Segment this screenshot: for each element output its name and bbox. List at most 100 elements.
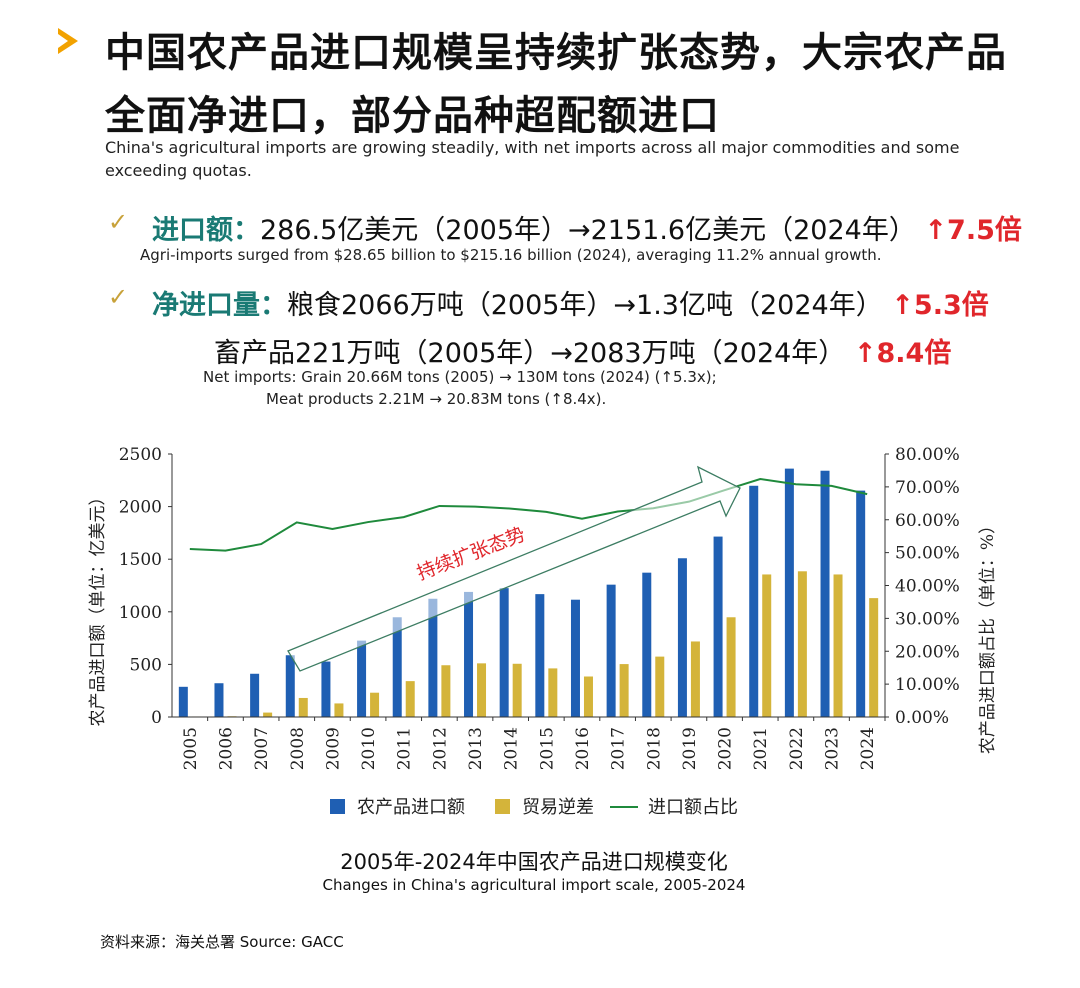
bar-trade-deficit (512, 663, 522, 717)
bar-import-value (642, 572, 652, 717)
legend-label: 农产品进口额 (357, 797, 465, 818)
bar-import-value (856, 490, 866, 717)
line-import-share (189, 477, 868, 552)
subtitle-en-line1: China's agricultural imports are growing… (105, 138, 960, 157)
kpi-livestock: 畜产品221万吨（2005年）→2083万吨（2024年） ↑8.4倍 (214, 331, 951, 370)
bar-trade-deficit (405, 681, 415, 717)
bar-import-value (713, 536, 723, 717)
bar-import-value (677, 558, 687, 717)
bar-trade-deficit (762, 574, 772, 717)
bullet-arrow-icon (58, 28, 78, 54)
y2-axis-label: 农产品进口额占比（单位：%） (978, 517, 998, 754)
kpi-livestock-text: 畜产品221万吨（2005年）→2083万吨（2024年） (214, 338, 846, 369)
bar-trade-deficit (869, 598, 879, 717)
y2-tick-label: 50.00% (895, 544, 960, 564)
bar-import-value (784, 468, 794, 717)
x-tick-label: 2016 (573, 727, 593, 770)
page-title-line2: 全面净进口，部分品种超配额进口 (105, 93, 720, 139)
y-tick-label: 2500 (119, 445, 162, 465)
x-tick-label: 2012 (430, 727, 450, 770)
kpi-import-en: Agri-imports surged from $28.65 billion … (140, 246, 882, 264)
x-tick-label: 2021 (751, 727, 771, 770)
x-tick-label: 2017 (609, 727, 629, 770)
bar-trade-deficit (263, 712, 273, 717)
bar-trade-deficit (298, 697, 308, 717)
bar-trade-deficit (833, 574, 843, 717)
kpi-import-label: 进口额： (152, 215, 260, 246)
bar-import-value (428, 598, 438, 717)
legend-label: 进口额占比 (648, 797, 738, 818)
source-note: 资料来源：海关总署 Source: GACC (100, 933, 344, 951)
kpi-net-text: 粮食2066万吨（2005年）→1.3亿吨（2024年） (287, 290, 883, 321)
bar-trade-deficit (655, 656, 665, 717)
bar-trade-deficit (548, 668, 558, 717)
x-tick-label: 2024 (858, 727, 878, 770)
bar-import-value (392, 617, 402, 717)
y2-tick-label: 40.00% (895, 577, 960, 597)
x-tick-label: 2014 (502, 727, 522, 770)
bar-import-value (464, 591, 474, 717)
y-tick-label: 0 (151, 708, 162, 728)
bar-import-value (749, 485, 759, 717)
bar-trade-deficit (583, 676, 593, 717)
x-tick-label: 2005 (181, 727, 201, 770)
bar-trade-deficit (619, 664, 629, 717)
y2-tick-label: 60.00% (895, 511, 960, 531)
bar-import-value (606, 584, 616, 717)
y2-tick-label: 30.00% (895, 609, 960, 629)
subtitle-en-line2: exceeding quotas. (105, 161, 252, 180)
bar-import-value (535, 594, 545, 717)
bar-trade-deficit (477, 663, 487, 717)
kpi-import-text: 286.5亿美元（2005年）→2151.6亿美元（2024年） (260, 215, 916, 246)
kpi-net-label: 净进口量： (152, 290, 287, 321)
chart-subtitle: Changes in China's agricultural import s… (322, 876, 746, 894)
bar-trade-deficit (370, 692, 380, 717)
kpi-net-en2: Meat products 2.21M → 20.83M tons (↑8.4x… (266, 390, 607, 408)
bar-trade-deficit (797, 571, 807, 717)
x-tick-label: 2009 (323, 727, 343, 770)
x-tick-label: 2007 (252, 727, 272, 770)
x-tick-label: 2022 (787, 727, 807, 770)
x-tick-label: 2019 (680, 727, 700, 770)
x-tick-label: 2020 (716, 727, 736, 770)
check-icon: ✓ (108, 208, 129, 236)
legend-swatch (330, 799, 345, 814)
trend-arrow (287, 465, 741, 672)
bar-import-value (178, 686, 188, 717)
bar-trade-deficit (726, 617, 736, 717)
page-title-line1: 中国农产品进口规模呈持续扩张态势，大宗农产品 (105, 30, 1007, 76)
y-tick-label: 500 (130, 655, 162, 675)
legend-label: 贸易逆差 (522, 797, 594, 818)
bar-import-value (321, 661, 331, 717)
x-tick-label: 2008 (288, 727, 308, 770)
bar-import-value (214, 683, 224, 717)
x-tick-label: 2011 (395, 727, 415, 770)
bar-trade-deficit (334, 703, 344, 717)
y-tick-label: 2000 (119, 498, 162, 518)
check-icon: ✓ (108, 283, 129, 311)
x-tick-label: 2013 (466, 727, 486, 770)
chart-title: 2005年-2024年中国农产品进口规模变化 (340, 850, 728, 874)
x-tick-label: 2018 (644, 727, 664, 770)
y2-tick-label: 10.00% (895, 675, 960, 695)
bar-trade-deficit (441, 665, 451, 717)
bar-import-value (357, 640, 367, 717)
kpi-import-value: 进口额：286.5亿美元（2005年）→2151.6亿美元（2024年） ↑7.… (152, 208, 1022, 247)
kpi-net-growth: ↑5.3倍 (891, 290, 989, 321)
bar-import-value (820, 470, 830, 717)
bar-trade-deficit (690, 641, 700, 717)
y2-tick-label: 70.00% (895, 478, 960, 498)
legend-swatch (495, 799, 510, 814)
kpi-livestock-growth: ↑8.4倍 (853, 338, 952, 369)
bar-import-value (285, 655, 295, 717)
y-axis-label: 农产品进口额（单位：亿美元） (88, 489, 108, 727)
import-chart: 0 500 1000 1500 2000 2500 0.00% 10.00% 20.00% 30.… (88, 445, 998, 818)
bar-import-value (570, 599, 580, 717)
bar-import-value (250, 673, 260, 717)
y2-tick-label: 80.00% (895, 445, 960, 465)
y2-tick-label: 0.00% (895, 708, 949, 728)
x-tick-label: 2010 (359, 727, 379, 770)
x-tick-label: 2006 (216, 727, 236, 770)
y-tick-label: 1500 (119, 550, 162, 570)
kpi-net-en1: Net imports: Grain 20.66M tons (2005) → … (203, 368, 717, 386)
